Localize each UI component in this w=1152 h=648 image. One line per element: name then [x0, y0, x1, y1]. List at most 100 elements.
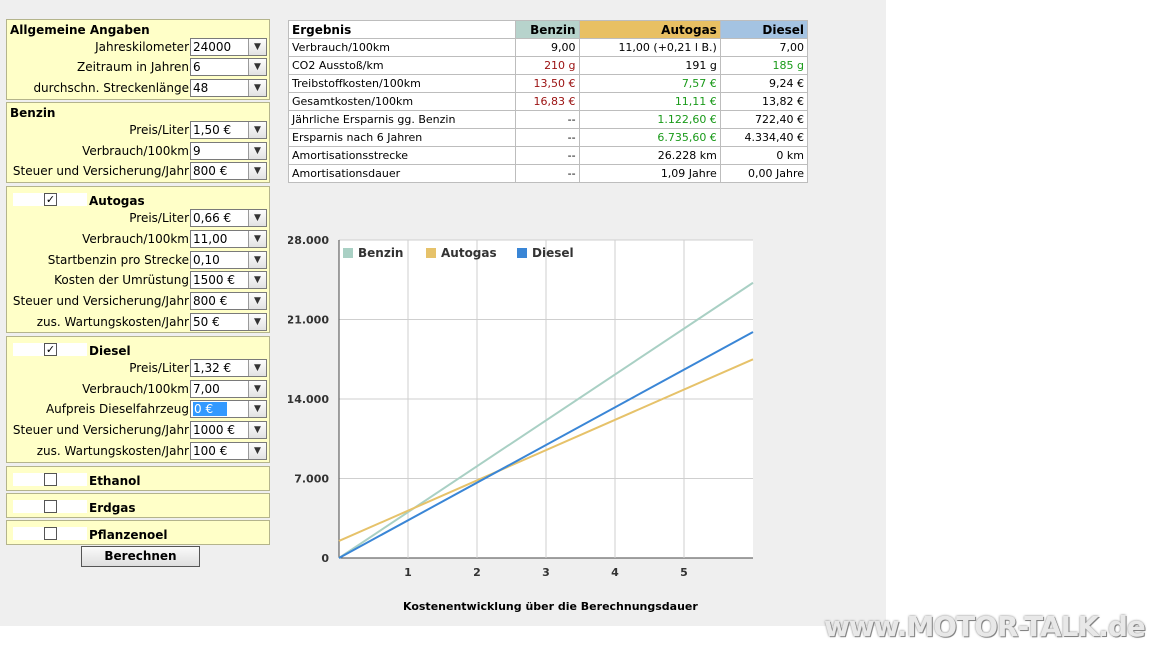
field-autogas-preis: Preis/Liter 0,66 € ▼: [7, 208, 269, 228]
field-label: Preis/Liter: [129, 123, 189, 137]
field-label: Verbrauch/100km: [82, 232, 189, 246]
autogas-startbenzin-select[interactable]: 0,10 ▼: [190, 251, 267, 269]
benzin-verbrauch-select[interactable]: 9 ▼: [190, 142, 267, 160]
cell-benzin: 16,83 €: [515, 92, 580, 111]
pflanzenoel-panel-title: Pflanzenoel: [89, 528, 168, 542]
cell-autogas: 6.735,60 €: [578, 128, 721, 147]
chevron-down-icon[interactable]: ▼: [248, 272, 266, 288]
chevron-down-icon[interactable]: ▼: [248, 252, 266, 268]
table-row: Jährliche Ersparnis gg. Benzin -- 1.122,…: [287, 110, 809, 129]
row-label: Jährliche Ersparnis gg. Benzin: [287, 110, 517, 129]
chevron-down-icon[interactable]: ▼: [248, 360, 266, 376]
autogas-wartung-select[interactable]: 50 € ▼: [190, 313, 267, 331]
watermark: www.MOTOR-TALK.de: [824, 610, 1146, 643]
ethanol-checkbox[interactable]: [44, 473, 57, 486]
diesel-preis-select[interactable]: 1,32 € ▼: [190, 359, 267, 377]
chevron-down-icon[interactable]: ▼: [248, 163, 266, 179]
field-label: Preis/Liter: [129, 361, 189, 375]
cell-diesel: 185 g: [719, 56, 809, 75]
table-row: Ersparnis nach 6 Jahren -- 6.735,60 € 4.…: [287, 128, 809, 147]
field-label: Steuer und Versicherung/Jahr: [12, 423, 189, 437]
autogas-preis-select[interactable]: 0,66 € ▼: [190, 209, 267, 227]
chevron-down-icon[interactable]: ▼: [248, 143, 266, 159]
x-tick-label: 1: [404, 566, 412, 579]
field-label: Jahreskilometer: [95, 40, 189, 54]
table-row: Gesamtkosten/100km 16,83 € 11,11 € 13,82…: [287, 92, 809, 111]
autogas-checkbox[interactable]: ✓: [44, 193, 57, 206]
diesel-verbrauch-select[interactable]: 7,00 ▼: [190, 380, 267, 398]
y-tick-label: 28.000: [288, 234, 329, 247]
diesel-checkbox[interactable]: ✓: [44, 343, 57, 356]
row-label: Ersparnis nach 6 Jahren: [287, 128, 517, 147]
ethanol-panel: Ethanol: [6, 466, 270, 491]
diesel-steuer-select[interactable]: 1000 € ▼: [190, 421, 267, 439]
field-label: Preis/Liter: [129, 211, 189, 225]
field-label: zus. Wartungskosten/Jahr: [36, 444, 189, 458]
chevron-down-icon[interactable]: ▼: [248, 39, 266, 55]
result-header-row: Ergebnis Benzin Autogas Diesel: [287, 20, 809, 39]
cell-autogas: 7,57 €: [578, 74, 721, 93]
field-label: Aufpreis Dieselfahrzeug: [45, 402, 189, 416]
jahreskilometer-select[interactable]: 24000 ▼: [190, 38, 267, 56]
field-benzin-verbrauch: Verbrauch/100km 9 ▼: [7, 141, 269, 161]
diesel-panel: ✓ Diesel Preis/Liter 1,32 € ▼ Verbrauch/1…: [6, 336, 270, 463]
pflanzenoel-checkbox[interactable]: [44, 527, 57, 540]
diesel-wartung-select[interactable]: 100 € ▼: [190, 442, 267, 460]
cell-autogas: 26.228 km: [578, 146, 721, 165]
field-label: Verbrauch/100km: [82, 144, 189, 158]
header-benzin: Benzin: [515, 20, 580, 39]
y-tick-label: 21.000: [288, 314, 329, 327]
chevron-down-icon[interactable]: ▼: [248, 210, 266, 226]
chevron-down-icon[interactable]: ▼: [248, 293, 266, 309]
chevron-down-icon[interactable]: ▼: [248, 231, 266, 247]
benzin-preis-select[interactable]: 1,50 € ▼: [190, 121, 267, 139]
chevron-down-icon[interactable]: ▼: [248, 443, 266, 459]
chevron-down-icon[interactable]: ▼: [248, 401, 266, 417]
select-value: 24000: [193, 40, 232, 54]
chevron-down-icon[interactable]: ▼: [248, 80, 266, 96]
field-label: Verbrauch/100km: [82, 382, 189, 396]
diesel-aufpreis-select[interactable]: 0 € ▼: [190, 400, 267, 418]
x-tick-label: 4: [611, 566, 619, 579]
field-autogas-startbenzin: Startbenzin pro Strecke 0,10 ▼: [7, 250, 269, 270]
erdgas-checkbox[interactable]: [44, 500, 57, 513]
field-label: Zeitraum in Jahren: [77, 60, 189, 74]
select-value: 9: [193, 144, 201, 158]
legend-swatch-diesel: [517, 248, 527, 258]
cell-diesel: 9,24 €: [719, 74, 809, 93]
chevron-down-icon[interactable]: ▼: [248, 59, 266, 75]
cell-diesel: 4.334,40 €: [719, 128, 809, 147]
header-diesel: Diesel: [719, 20, 809, 39]
zeitraum-select[interactable]: 6 ▼: [190, 58, 267, 76]
chevron-down-icon[interactable]: ▼: [248, 122, 266, 138]
diesel-panel-title: Diesel: [89, 344, 131, 358]
select-value: 1000 €: [193, 423, 235, 437]
general-panel: Allgemeine Angaben Jahreskilometer 24000…: [6, 19, 270, 100]
chevron-down-icon[interactable]: ▼: [248, 422, 266, 438]
field-diesel-aufpreis: Aufpreis Dieselfahrzeug 0 € ▼: [7, 399, 269, 419]
autogas-steuer-select[interactable]: 800 € ▼: [190, 292, 267, 310]
cell-diesel: 0,00 Jahre: [719, 164, 809, 183]
cell-benzin: --: [515, 110, 580, 129]
row-label: Treibstoffkosten/100km: [287, 74, 517, 93]
series-line-diesel: [338, 331, 754, 559]
autogas-verbrauch-select[interactable]: 11,00 ▼: [190, 230, 267, 248]
benzin-panel: Benzin Preis/Liter 1,50 € ▼ Verbrauch/100…: [6, 102, 270, 183]
berechnen-button[interactable]: Berechnen: [81, 546, 200, 567]
erdgas-panel-title: Erdgas: [89, 501, 136, 515]
field-label: Steuer und Versicherung/Jahr: [12, 294, 189, 308]
benzin-steuer-select[interactable]: 800 € ▼: [190, 162, 267, 180]
field-diesel-verbrauch: Verbrauch/100km 7,00 ▼: [7, 379, 269, 399]
cell-autogas: 11,00 (+0,21 l B.): [578, 38, 721, 57]
streckenlaenge-select[interactable]: 48 ▼: [190, 79, 267, 97]
table-row: Treibstoffkosten/100km 13,50 € 7,57 € 9,…: [287, 74, 809, 93]
autogas-umruestung-select[interactable]: 1500 € ▼: [190, 271, 267, 289]
select-value: 7,00: [193, 382, 220, 396]
chevron-down-icon[interactable]: ▼: [248, 314, 266, 330]
autogas-panel-title: Autogas: [89, 194, 145, 208]
field-jahreskilometer: Jahreskilometer 24000 ▼: [7, 37, 269, 57]
chevron-down-icon[interactable]: ▼: [248, 381, 266, 397]
field-zeitraum: Zeitraum in Jahren 6 ▼: [7, 57, 269, 77]
select-value-selected: 0 €: [193, 402, 228, 416]
legend-swatch-benzin: [343, 248, 353, 258]
